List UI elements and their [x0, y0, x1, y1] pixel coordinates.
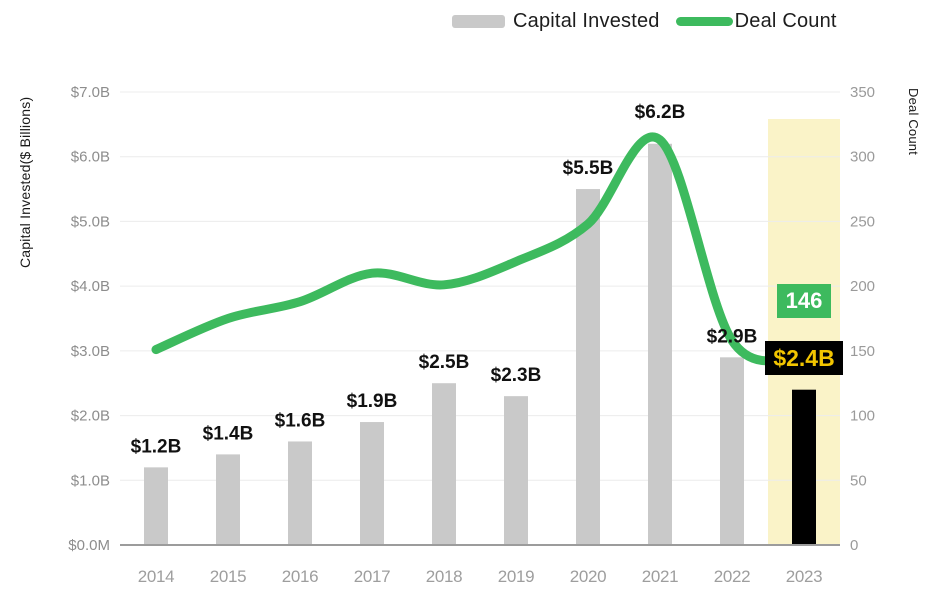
right-axis-tick: 0 [850, 537, 858, 554]
x-axis-label-2023: 2023 [786, 567, 823, 586]
value-label-2018: $2.5B [419, 352, 470, 373]
left-axis-tick: $6.0B [71, 149, 110, 166]
bar-2021 [648, 143, 672, 545]
value-label-2019: $2.3B [491, 365, 542, 386]
legend-item-capital-invested[interactable]: Capital Invested [452, 10, 660, 33]
value-label-2022: $2.9B [707, 326, 758, 347]
left-axis-tick: $1.0B [71, 472, 110, 489]
value-label-2020: $5.5B [563, 158, 614, 179]
left-axis-tick: $0.0M [68, 537, 110, 554]
bar-2022 [720, 357, 744, 545]
value-label-2021: $6.2B [635, 102, 686, 123]
x-axis-label-2020: 2020 [570, 567, 607, 586]
right-axis-tick: 350 [850, 84, 875, 101]
right-axis-tick: 250 [850, 213, 875, 230]
chart-legend: Capital Invested Deal Count [452, 6, 837, 36]
bar-2020 [576, 189, 600, 546]
deal-count-badge-value: 146 [786, 288, 823, 313]
left-axis-tick: $2.0B [71, 408, 110, 425]
value-label-2015: $1.4B [203, 423, 254, 444]
right-axis-tick: 150 [850, 343, 875, 360]
x-axis-label-2022: 2022 [714, 567, 751, 586]
right-axis-title: Deal Count [906, 88, 921, 156]
right-axis-tick: 50 [850, 472, 867, 489]
x-axis-label-2017: 2017 [354, 567, 391, 586]
right-axis-tick: 100 [850, 408, 875, 425]
capital-invested-swatch-icon [452, 14, 505, 28]
left-axis-tick: $4.0B [71, 278, 110, 295]
deal-count-swatch-icon [675, 16, 733, 26]
value-label-2017: $1.9B [347, 391, 398, 412]
x-axis-label-2019: 2019 [498, 567, 535, 586]
x-axis-label-2018: 2018 [426, 567, 463, 586]
x-axis-label-2016: 2016 [282, 567, 319, 586]
legend-label-deal-count: Deal Count [734, 9, 837, 32]
capital-badge-value: $2.4B [773, 345, 834, 371]
x-axis-label-2021: 2021 [642, 567, 679, 586]
bar-2018 [432, 383, 456, 545]
value-label-2016: $1.6B [275, 410, 326, 431]
right-axis-tick: 300 [850, 149, 875, 166]
x-axis-label-2014: 2014 [138, 567, 175, 586]
x-axis-label-2015: 2015 [210, 567, 247, 586]
left-axis-tick: $3.0B [71, 343, 110, 360]
left-axis-title: Capital Invested($ Billions) [17, 96, 33, 268]
capital-badge [765, 341, 843, 375]
value-label-2014: $1.2B [131, 436, 182, 457]
bar-2015 [216, 454, 240, 545]
bar-2016 [288, 441, 312, 545]
right-axis-tick: 200 [850, 278, 875, 295]
bar-2019 [504, 396, 528, 545]
left-axis-tick: $5.0B [71, 213, 110, 230]
deal-count-line [151, 132, 809, 366]
bar-2017 [360, 422, 384, 545]
bar-2023 [792, 389, 816, 545]
legend-label-capital-invested: Capital Invested [513, 9, 660, 32]
left-axis-tick: $7.0B [71, 84, 110, 101]
deal-count-badge [777, 284, 831, 318]
bar-2014 [144, 467, 168, 545]
legend-item-deal-count[interactable]: Deal Count [675, 9, 837, 33]
